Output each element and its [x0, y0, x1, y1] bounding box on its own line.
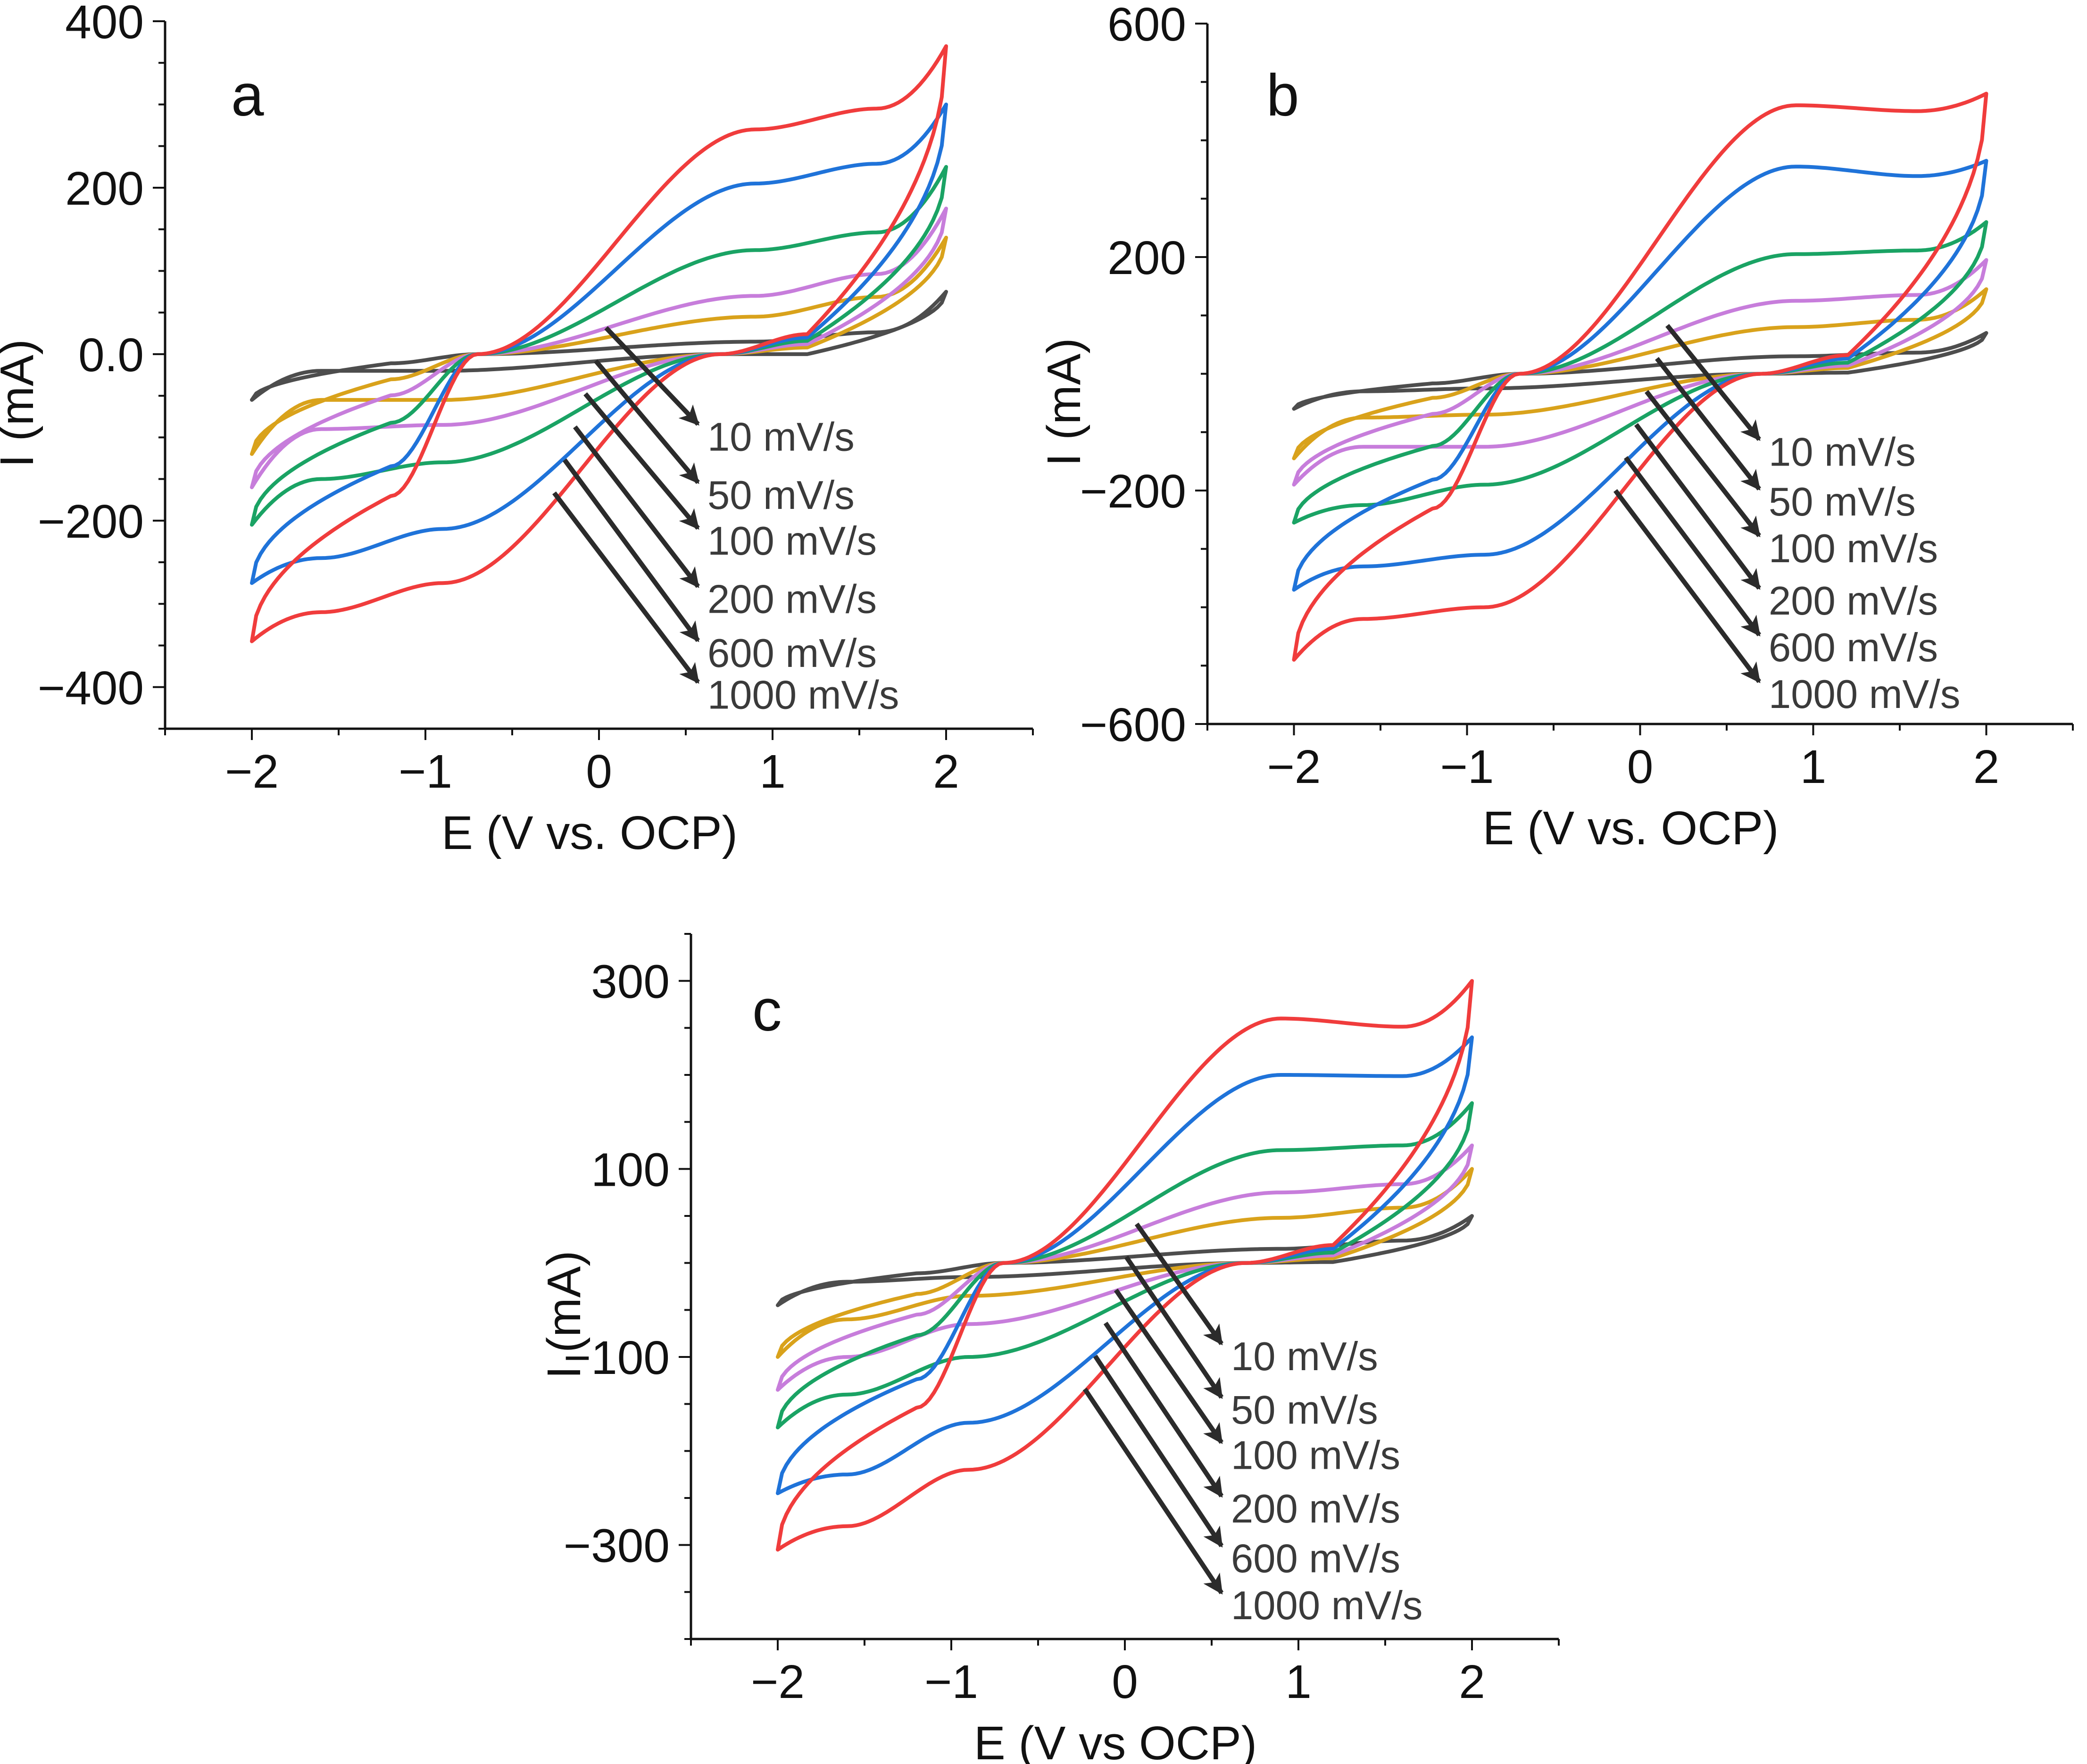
panel-a: −2 −1 0 1 2 −400 −200 0.0 200 400 E (V vs. OCP) I (…	[0, 0, 1034, 859]
scan-rate-label: 100 mV/s	[1769, 526, 1938, 571]
y-tick-label: 0.0	[78, 329, 144, 382]
scan-rate-label: 100 mV/s	[1231, 1433, 1400, 1478]
panel-letter: c	[752, 978, 782, 1043]
cv-curve-1000-mvs	[250, 44, 948, 643]
x-tick-label: 1	[1285, 1656, 1312, 1708]
x-tick-label: −1	[399, 745, 452, 798]
y-tick-label: −200	[38, 495, 144, 548]
scan-rate-arrow	[1655, 357, 1761, 491]
x-axis-title: E (V vs OCP)	[974, 1717, 1257, 1764]
x-tick-label: 2	[933, 745, 959, 798]
scan-rate-label: 1000 mV/s	[1231, 1583, 1422, 1628]
scan-rate-arrow	[1645, 390, 1761, 538]
scan-rate-arrow	[594, 359, 700, 484]
y-tick-label: 600	[1107, 0, 1186, 51]
y-tick-label: 300	[591, 956, 670, 1008]
y-axis-title: I (mA)	[538, 1250, 590, 1379]
x-tick-label: 0	[586, 745, 612, 798]
scan-rate-arrow	[1613, 489, 1761, 683]
panel-letter: b	[1266, 63, 1299, 128]
scan-rate-label: 10 mV/s	[1231, 1334, 1378, 1379]
x-tick-label: 2	[1973, 741, 2000, 793]
y-axis-title: I (mA)	[1038, 338, 1090, 466]
x-tick-label: −1	[924, 1656, 978, 1708]
scan-rate-label: 50 mV/s	[707, 473, 855, 518]
scan-rate-label: 200 mV/s	[1231, 1487, 1400, 1531]
scan-rate-arrow	[583, 392, 700, 530]
y-tick-label: 100	[591, 1143, 670, 1196]
y-tick-label: 200	[65, 162, 144, 215]
scan-rate-label: 600 mV/s	[707, 631, 877, 676]
x-axis-title: E (V vs. OCP)	[441, 807, 738, 859]
scan-rate-arrow	[1634, 423, 1761, 590]
scan-rate-label: 50 mV/s	[1769, 480, 1916, 524]
x-tick-label: 0	[1112, 1656, 1138, 1708]
cv-curve-1000-mvs	[776, 979, 1474, 1552]
scan-rate-arrow	[1624, 456, 1761, 637]
x-tick-label: 2	[1459, 1656, 1485, 1708]
scan-rate-arrow	[1103, 1322, 1224, 1498]
x-tick-label: −2	[751, 1656, 805, 1708]
scan-rate-arrow	[1114, 1289, 1224, 1444]
scan-rate-arrow	[552, 491, 700, 684]
scan-rate-arrow	[604, 326, 700, 426]
panel-b: −2 −1 0 1 2 −600 −200 200 600 E (V vs. OCP) I (mA)…	[1038, 0, 2074, 855]
x-tick-label: 1	[1800, 741, 1827, 793]
y-tick-label: 400	[65, 0, 144, 49]
scan-rate-arrow	[1093, 1355, 1224, 1548]
scan-rate-label: 1000 mV/s	[707, 673, 899, 717]
y-tick-label: −400	[38, 662, 144, 715]
scan-rate-label: 10 mV/s	[1769, 430, 1916, 475]
scan-rate-label: 10 mV/s	[707, 415, 855, 459]
y-tick-label: −200	[1080, 465, 1186, 518]
scan-rate-arrow	[573, 425, 700, 588]
x-tick-label: −2	[225, 745, 279, 798]
x-tick-label: 0	[1627, 741, 1654, 793]
scan-rate-label: 200 mV/s	[1769, 579, 1938, 624]
scan-rate-arrow	[1124, 1256, 1224, 1399]
panel-letter: a	[231, 63, 264, 128]
x-tick-label: 1	[759, 745, 786, 798]
x-tick-label: −1	[1440, 741, 1494, 793]
y-tick-label: −300	[564, 1520, 670, 1573]
scan-rate-label: 600 mV/s	[1769, 625, 1938, 670]
x-axis-title: E (V vs. OCP)	[1483, 802, 1779, 855]
cv-curve-1000-mvs	[1292, 92, 1988, 662]
scan-rate-arrow	[1134, 1223, 1224, 1346]
scan-rate-label: 100 mV/s	[707, 519, 877, 564]
panel-c: −2 −1 0 1 2 −300 −100 100 300 E (V vs OCP) I (mA) c…	[538, 933, 1560, 1764]
y-tick-label: −600	[1080, 699, 1186, 751]
y-tick-label: −100	[564, 1331, 670, 1384]
scan-rate-arrow	[562, 458, 700, 642]
y-tick-label: 200	[1107, 232, 1186, 284]
x-tick-label: −2	[1267, 741, 1321, 793]
scan-rate-label: 600 mV/s	[1231, 1537, 1400, 1581]
scan-rate-arrow	[1082, 1388, 1224, 1595]
scan-rate-label: 50 mV/s	[1231, 1388, 1378, 1433]
scan-rate-label: 200 mV/s	[707, 577, 877, 622]
scan-rate-arrow	[1665, 324, 1761, 441]
scan-rate-label: 1000 mV/s	[1769, 672, 1960, 717]
y-axis-title: I (mA)	[0, 339, 43, 467]
